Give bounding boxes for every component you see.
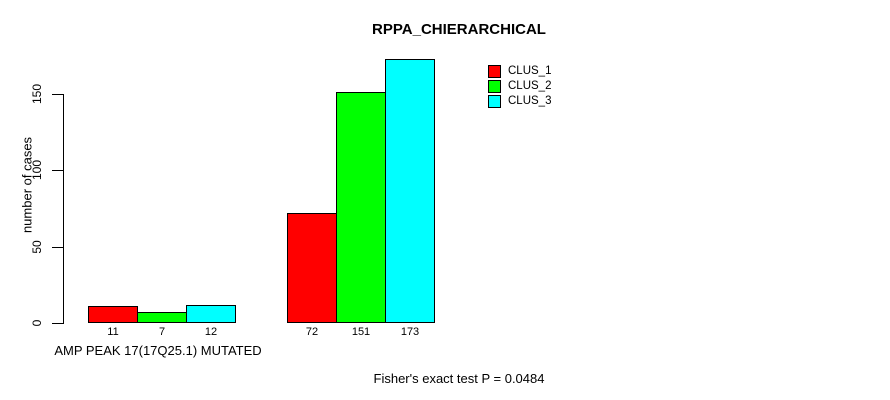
bar-clus_3-group2 (385, 59, 435, 323)
y-axis-tick (52, 247, 63, 248)
bar-clus_1-group2 (287, 213, 337, 323)
legend-swatch-icon (488, 79, 501, 93)
legend-label: CLUS_1 (508, 64, 552, 77)
bar-value-label: 12 (204, 326, 218, 338)
bar-value-label: 11 (107, 326, 119, 338)
legend-label: CLUS_3 (508, 94, 552, 107)
y-axis-tick (52, 323, 63, 324)
legend-item-clus_2: CLUS_2 (488, 79, 551, 93)
bar-clus_2-group2 (336, 92, 386, 323)
bar-value-label: 72 (305, 326, 319, 338)
y-axis-label: number of cases (19, 136, 35, 234)
y-tick-label: 50 (30, 240, 44, 254)
bar-clus_3-group1 (186, 305, 236, 323)
bar-clus_1-group1 (88, 306, 138, 323)
annotation-fisher-test: Fisher's exact test P = 0.0484 (373, 371, 545, 386)
y-axis-line (63, 94, 64, 324)
y-tick-label: 150 (30, 83, 44, 105)
bar-clus_2-group1 (137, 312, 187, 323)
legend-item-clus_3: CLUS_3 (488, 94, 551, 108)
bar-value-label: 173 (400, 326, 420, 338)
chart-title: RPPA_CHIERARCHICAL (372, 21, 546, 38)
y-axis-tick (52, 170, 63, 171)
bar-value-label: 151 (351, 326, 371, 338)
x-axis-label: AMP PEAK 17(17Q25.1) MUTATED (54, 343, 262, 358)
bar-value-label: 7 (158, 326, 166, 338)
legend-item-clus_1: CLUS_1 (488, 64, 551, 78)
y-axis-tick (52, 94, 63, 95)
legend-swatch-icon (488, 64, 501, 78)
legend-label: CLUS_2 (508, 79, 552, 92)
y-tick-label: 100 (30, 159, 44, 181)
y-tick-label: 0 (30, 319, 44, 327)
legend-swatch-icon (488, 94, 501, 108)
